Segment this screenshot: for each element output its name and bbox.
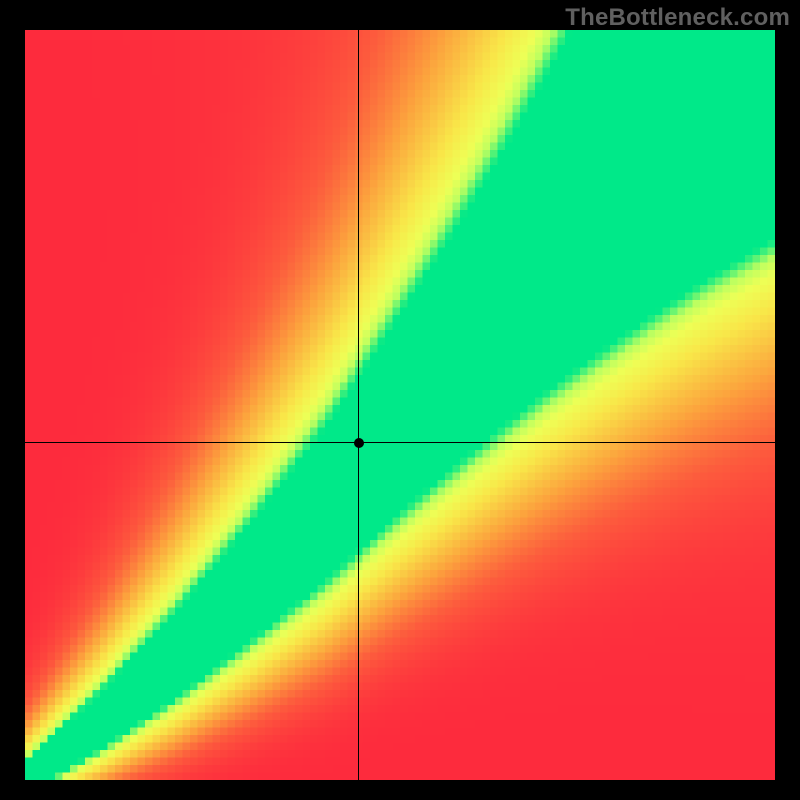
chart-frame: TheBottleneck.com — [0, 0, 800, 800]
bottleneck-heatmap — [25, 30, 775, 780]
watermark-text: TheBottleneck.com — [565, 4, 790, 32]
